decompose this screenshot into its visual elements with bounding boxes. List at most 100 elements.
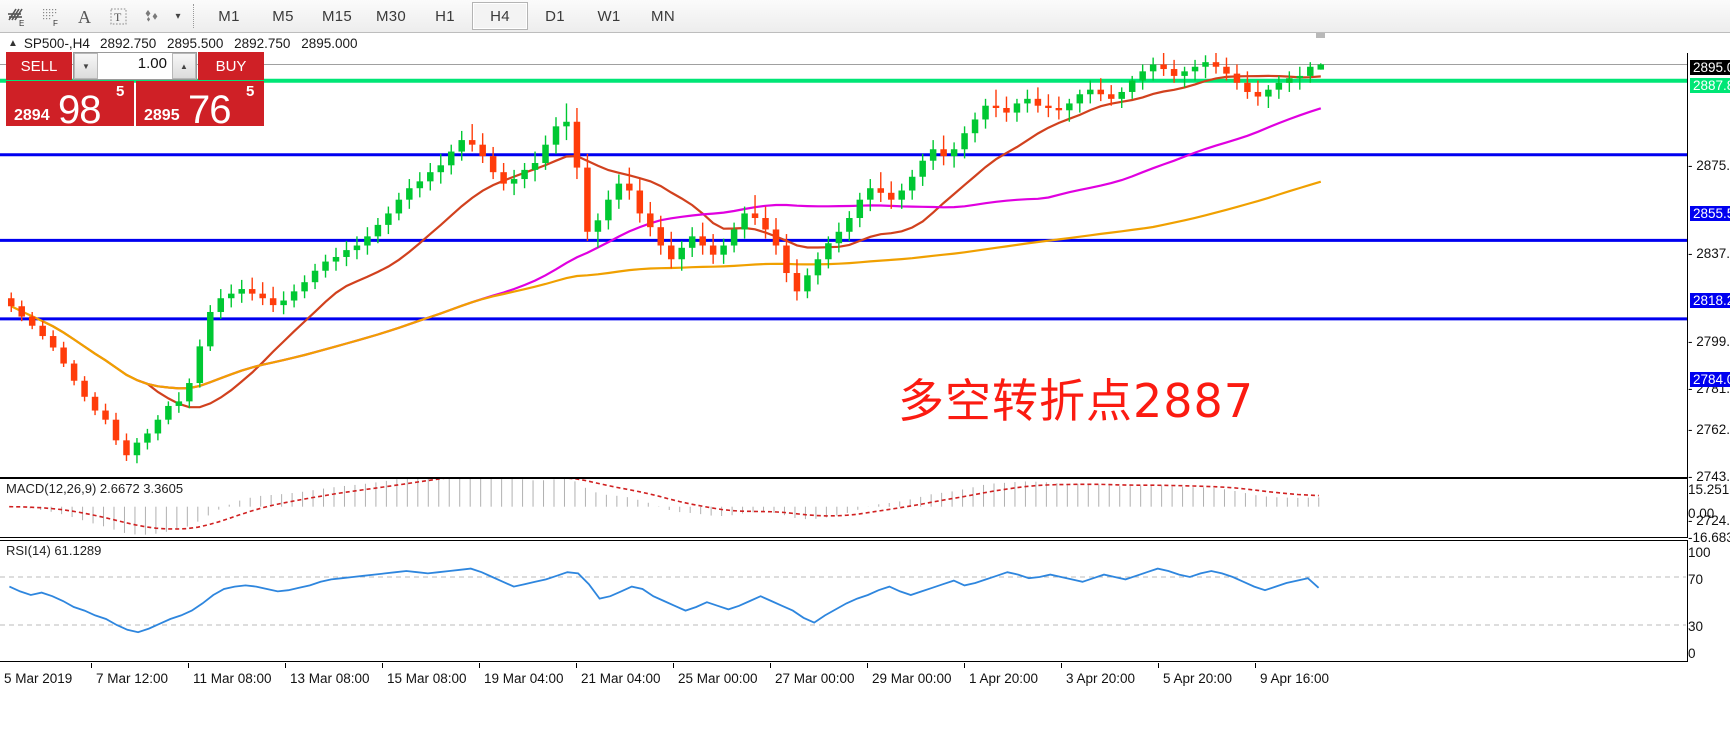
ask-price-box[interactable]: 2895 76 5 [136, 81, 264, 126]
price-chart-svg [0, 53, 1687, 464]
text-box-icon[interactable]: T [102, 1, 136, 31]
time-axis: 5 Mar 2019 7 Mar 12:00 11 Mar 08:00 13 Mar … [0, 663, 1688, 755]
templates-icon[interactable] [136, 1, 170, 31]
time-axis-label: 11 Mar 08:00 [193, 671, 272, 686]
price-chart-pane[interactable] [0, 53, 1688, 478]
time-axis-tick [1158, 663, 1159, 668]
chart-annotation-text: 多空转折点2887 [898, 374, 1255, 428]
macd-svg [9, 479, 1320, 535]
svg-text:T: T [114, 10, 122, 24]
ohlc-high: 2895.500 [167, 35, 224, 51]
crosshair-marker [1316, 33, 1325, 38]
time-axis-label: 15 Mar 08:00 [387, 671, 467, 686]
price-scale-tick: - 2837.760 [1688, 246, 1730, 261]
time-axis-label: 1 Apr 20:00 [969, 671, 1039, 686]
timeframe-h4[interactable]: H4 [472, 2, 528, 30]
time-axis-label: 27 Mar 00:00 [775, 671, 855, 686]
macd-label: MACD(12,26,9) 2.6672 3.3605 [6, 481, 184, 496]
rsi-scale-tick: 70 [1688, 572, 1704, 587]
time-axis-tick [867, 663, 868, 668]
time-axis-label: 19 Mar 04:00 [484, 671, 564, 686]
price-scale-tag: 2818.245 [1690, 293, 1730, 308]
time-axis-tick [479, 663, 480, 668]
time-axis-tick [285, 663, 286, 668]
bid-pips: 98 [58, 88, 101, 126]
chevron-down-icon[interactable]: ▾ [175, 10, 181, 22]
indicators-icon[interactable]: E [0, 1, 34, 31]
price-scale-tag: 2855.588 [1690, 206, 1730, 221]
objects-grid-icon[interactable]: F [34, 1, 68, 31]
ask-big-figure: 2895 [144, 107, 180, 124]
price-scale-tick: - 2762.140 [1688, 422, 1730, 437]
timeframe-mn[interactable]: MN [651, 7, 675, 25]
text-label-icon[interactable]: A [68, 1, 102, 31]
bid-big-figure: 2894 [14, 107, 50, 124]
symbol-label: SP500-,H4 [23, 35, 90, 51]
time-axis-tick [91, 663, 92, 668]
time-axis-label: 9 Apr 16:00 [1260, 671, 1330, 686]
price-scale[interactable]: 2895.000 2887.882 - 2875.380 2855.588 - 2837… [1688, 53, 1730, 662]
time-axis-tick [1061, 663, 1062, 668]
timeframe-m30[interactable]: M30 [375, 7, 407, 25]
price-scale-tag: 2895.000 [1690, 60, 1730, 75]
one-click-trading-panel[interactable]: SELL ▼ 1.00 ▲ BUY 2894 98 5 2895 76 5 [6, 52, 264, 126]
rsi-scale-tick: 30 [1688, 619, 1704, 634]
price-scale-tick: - 2799.760 [1688, 334, 1730, 349]
timeframe-m15[interactable]: M15 [321, 7, 353, 25]
collapse-triangle-icon[interactable]: ▲ [8, 37, 18, 49]
time-axis-label: 13 Mar 08:00 [290, 671, 370, 686]
macd-pane[interactable] [0, 478, 1688, 538]
volume-input-group[interactable]: ▼ 1.00 ▲ [73, 52, 197, 80]
svg-text:E: E [19, 19, 24, 27]
time-axis-tick [576, 663, 577, 668]
price-scale-tag: 2784.000 [1690, 372, 1730, 387]
time-axis-label: 5 Apr 20:00 [1163, 671, 1233, 686]
price-scale-tag: 2887.882 [1690, 78, 1730, 93]
time-axis-label: 5 Mar 2019 [4, 671, 73, 686]
sell-button[interactable]: SELL [6, 52, 72, 80]
chart-toolbar: E F A [0, 0, 1730, 33]
toolbar-separator [193, 4, 195, 28]
timeframe-h1[interactable]: H1 [435, 7, 455, 25]
time-axis-tick [673, 663, 674, 668]
time-axis-tick [382, 663, 383, 668]
svg-text:F: F [53, 19, 58, 27]
time-axis-label: 25 Mar 00:00 [678, 671, 758, 686]
volume-input[interactable]: 1.00 [137, 55, 167, 72]
timeframe-d1[interactable]: D1 [545, 7, 565, 25]
bid-price-box[interactable]: 2894 98 5 [6, 81, 134, 126]
price-scale-tick: - 2875.380 [1688, 158, 1730, 173]
rsi-pane[interactable] [0, 540, 1688, 662]
rsi-scale-tick: 0 [1688, 646, 1696, 661]
rsi-svg [0, 567, 1686, 634]
timeframe-m5[interactable]: M5 [272, 7, 294, 25]
timeframe-m1[interactable]: M1 [218, 7, 240, 25]
time-axis-label: 7 Mar 12:00 [96, 671, 169, 686]
volume-decrement-button[interactable]: ▼ [74, 53, 98, 79]
time-axis-label: 29 Mar 00:00 [872, 671, 952, 686]
timeframe-w1[interactable]: W1 [597, 7, 621, 25]
buy-button[interactable]: BUY [198, 52, 264, 80]
price-scale-tick: - 2743.140 [1688, 469, 1730, 484]
time-axis-label: 21 Mar 04:00 [581, 671, 661, 686]
macd-scale-tick: -16.6837 [1688, 530, 1730, 545]
rsi-label: RSI(14) 61.1289 [6, 543, 102, 558]
ask-pips: 76 [188, 88, 231, 126]
volume-increment-button[interactable]: ▲ [172, 53, 196, 79]
time-axis-tick [964, 663, 965, 668]
ohlc-open: 2892.750 [99, 35, 157, 51]
time-axis-tick [188, 663, 189, 668]
time-axis-tick [770, 663, 771, 668]
time-axis-label: 3 Apr 20:00 [1066, 671, 1136, 686]
bid-fraction: 5 [116, 83, 125, 100]
ask-fraction: 5 [246, 83, 255, 100]
macd-scale-tick: 15.2516 [1688, 482, 1730, 497]
svg-text:A: A [78, 7, 91, 27]
time-axis-tick [1255, 663, 1256, 668]
price-scale-tick: - 2724.520 [1688, 513, 1730, 528]
rsi-scale-tick: 100 [1688, 545, 1711, 560]
ohlc-close: 2895.000 [301, 35, 358, 51]
macd-scale-tick: 0.00 [1688, 506, 1715, 521]
ohlc-low: 2892.750 [234, 35, 291, 51]
